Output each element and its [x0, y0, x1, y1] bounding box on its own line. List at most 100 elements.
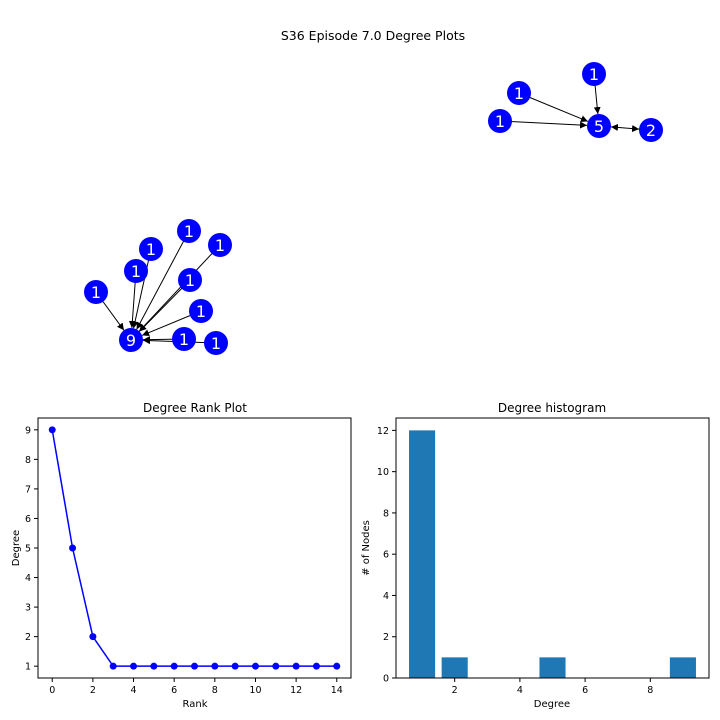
graph-node: 1	[177, 219, 201, 243]
hist-ytick-label: 0	[383, 674, 389, 685]
rank-ytick-label: 2	[25, 632, 31, 643]
graph-node-label: 1	[146, 240, 156, 259]
graph-node-label: 1	[185, 271, 195, 290]
histogram-ylabel: # of Nodes	[361, 520, 372, 576]
graph-node-circle	[178, 268, 202, 292]
graph-edge	[499, 120, 588, 129]
graph-node-label: 1	[91, 283, 101, 302]
graph-node-circle	[84, 280, 108, 304]
rank-xtick-label: 14	[331, 685, 343, 696]
histogram-ticks: 2 4 6 8 0 2 4 6 8 10 12	[377, 426, 653, 696]
graph-node: 1	[178, 268, 202, 292]
graph-node-label: 1	[184, 222, 194, 241]
rank-line	[51, 429, 337, 667]
rank-point	[333, 662, 341, 670]
graph-node-label: 2	[646, 121, 656, 140]
hist-xtick-label: 6	[582, 685, 588, 696]
graph-node: 9	[119, 328, 143, 352]
hist-ytick-label: 6	[383, 550, 389, 561]
hist-ytick-label: 4	[383, 591, 389, 602]
hist-xtick-label: 4	[517, 685, 523, 696]
graph-node-circle	[189, 299, 213, 323]
rank-point	[170, 662, 178, 670]
graph-node-label: 5	[594, 117, 604, 136]
rank-point	[231, 662, 239, 670]
rank-plot-series	[48, 426, 341, 670]
rank-ytick-label: 5	[25, 544, 31, 555]
rank-point	[251, 662, 259, 670]
graph-edge	[138, 244, 221, 332]
graph-node-label: 1	[211, 334, 221, 353]
rank-plot-title: Degree Rank Plot	[143, 401, 247, 415]
histogram-xlabel: Degree	[534, 699, 570, 710]
graph-edge	[518, 92, 589, 122]
hist-ytick-label: 12	[377, 426, 389, 437]
rank-point	[109, 662, 117, 670]
graph-node-circle	[139, 237, 163, 261]
graph-node: 1	[84, 280, 108, 304]
graph-node: 1	[488, 109, 512, 133]
rank-point	[211, 662, 219, 670]
graph-node-circle	[208, 233, 232, 257]
rank-ytick-label: 6	[25, 514, 31, 525]
rank-ytick-label: 9	[25, 425, 31, 436]
rank-point	[48, 426, 56, 434]
degree-histogram: Degree histogram 2 4 6 8 0 2 4 6 8 10 12 Degree # …	[361, 401, 710, 710]
graph-edge	[139, 279, 191, 332]
graph-node-circle	[488, 109, 512, 133]
graph-node: 2	[639, 118, 663, 142]
graph-node: 1	[139, 237, 163, 261]
graph-node-label: 1	[495, 112, 505, 131]
rank-xtick-label: 2	[90, 685, 96, 696]
rank-xtick-label: 12	[290, 685, 302, 696]
histogram-bar	[409, 430, 436, 678]
graph-node: 1	[124, 259, 148, 283]
graph-node-circle	[172, 327, 196, 351]
rank-point	[69, 544, 77, 552]
graph-node-label: 9	[126, 331, 136, 350]
graph-node-label: 1	[514, 84, 524, 103]
rank-plot-axes	[37, 417, 352, 679]
rank-plot-ylabel: Degree	[11, 530, 22, 566]
rank-point	[272, 662, 280, 670]
graph-node-circle	[507, 81, 531, 105]
histogram-bars	[409, 430, 696, 678]
graph-node-label: 1	[131, 262, 141, 281]
rank-point	[191, 662, 198, 670]
graph-node-circle	[124, 259, 148, 283]
graph-node-label: 1	[215, 236, 225, 255]
graph-edge	[136, 230, 190, 330]
rank-point	[130, 662, 138, 670]
graph-node: 1	[208, 233, 232, 257]
graph-node: 1	[189, 299, 213, 323]
graph-node-circle	[177, 219, 201, 243]
histogram-axes	[395, 417, 710, 679]
graph-node: 1	[204, 331, 228, 355]
rank-ytick-label: 1	[25, 662, 31, 673]
rank-xtick-label: 6	[171, 685, 177, 696]
histogram-bar	[669, 657, 696, 678]
rank-xtick-label: 10	[249, 685, 261, 696]
rank-point	[150, 662, 158, 670]
graph-node: 5	[587, 114, 611, 138]
graph-node-circle	[587, 114, 611, 138]
rank-ytick-label: 8	[25, 455, 31, 466]
graph-node-label: 1	[589, 65, 599, 84]
histogram-bar	[539, 657, 566, 678]
graph-node: 1	[172, 327, 196, 351]
graph-node-circle	[204, 331, 228, 355]
graph-node: 1	[507, 81, 531, 105]
graph-edge	[610, 123, 640, 133]
graph-edge	[131, 248, 152, 329]
rank-xtick-label: 4	[131, 685, 137, 696]
rank-plot-xlabel: Rank	[183, 699, 208, 710]
figure-title: S36 Episode 7.0 Degree Plots	[281, 28, 465, 43]
hist-ytick-label: 10	[377, 467, 389, 478]
hist-xtick-label: 2	[452, 685, 458, 696]
rank-point	[292, 662, 300, 670]
hist-ytick-label: 2	[383, 632, 389, 643]
